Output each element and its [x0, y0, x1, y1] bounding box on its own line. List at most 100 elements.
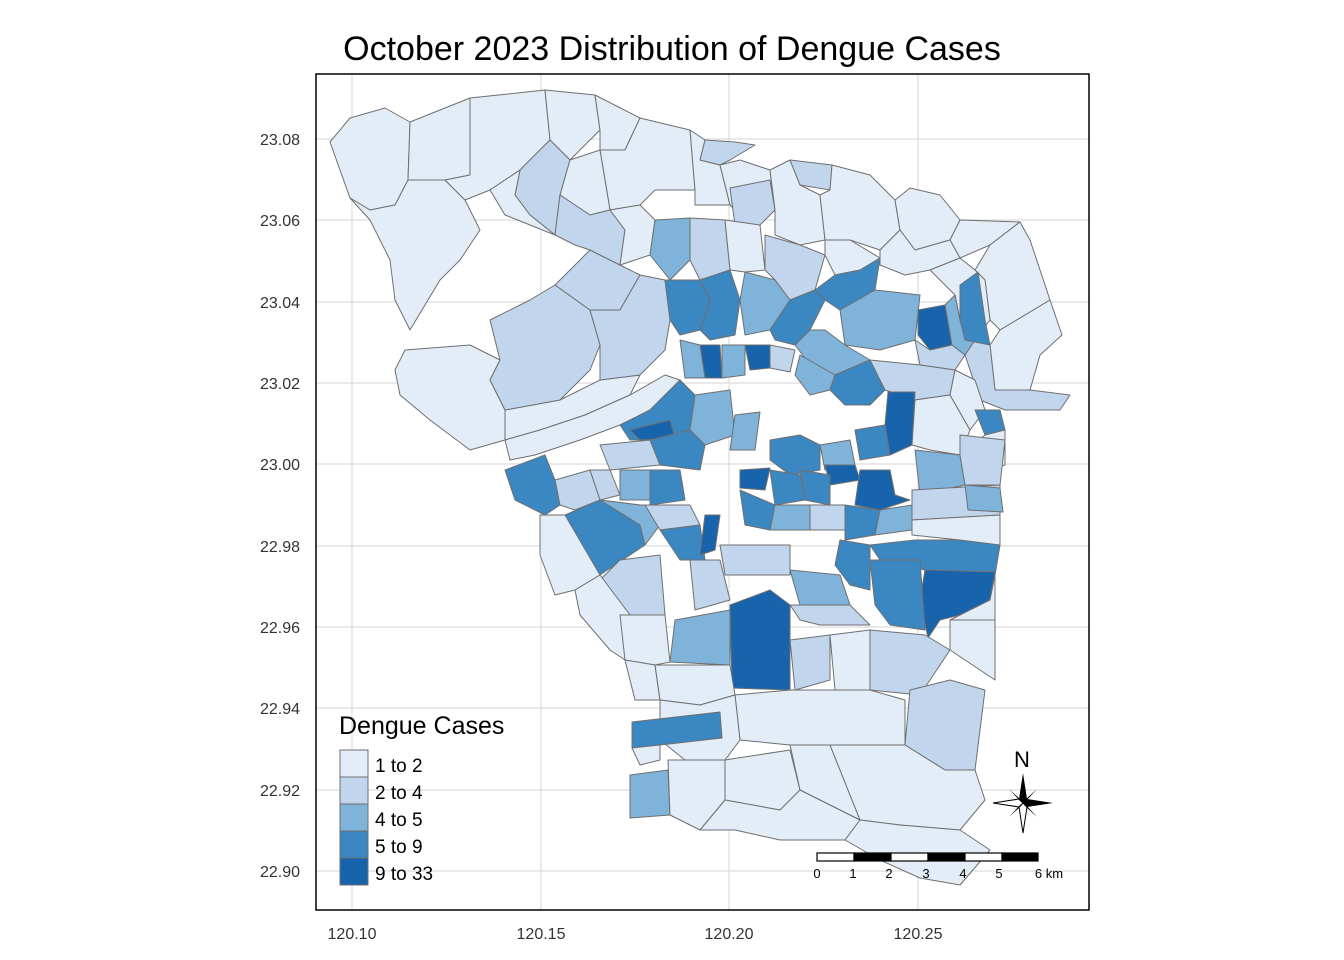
district: [874, 504, 913, 536]
district: [829, 629, 871, 691]
district: [631, 744, 661, 766]
legend-label: 9 to 33: [375, 864, 433, 885]
y-tick-label: 22.90: [260, 864, 300, 881]
district: [884, 391, 916, 456]
legend-swatch: [339, 776, 369, 805]
scale-label: 2: [885, 866, 892, 881]
y-tick-label: 22.98: [260, 539, 300, 556]
x-tick-label: 120.10: [328, 926, 377, 943]
y-tick-label: 22.96: [260, 620, 300, 637]
y-axis: 23.08 23.06 23.04 23.02 23.00 22.98 22.9…: [260, 132, 300, 881]
district: [349, 179, 481, 331]
legend-swatch: [339, 830, 369, 859]
y-tick-label: 22.92: [260, 783, 300, 800]
district: [649, 429, 706, 471]
district: [679, 339, 706, 379]
y-tick-label: 22.94: [260, 701, 300, 718]
district: [729, 179, 776, 226]
x-axis: 120.10 120.15 120.20 120.25: [328, 926, 943, 943]
legend-swatch: [339, 857, 369, 886]
scale-segment: [853, 852, 892, 862]
map-title: October 2023 Distribution of Dengue Case…: [343, 30, 1001, 68]
scale-segment: [1001, 852, 1039, 862]
y-tick-label: 23.06: [260, 213, 300, 230]
y-tick-label: 23.08: [260, 132, 300, 149]
district: [394, 344, 506, 451]
district: [959, 271, 991, 346]
scale-segment: [964, 852, 1003, 862]
district: [854, 469, 911, 511]
district: [619, 469, 651, 501]
district: [949, 574, 996, 621]
district: [744, 344, 771, 371]
district: [649, 217, 691, 281]
district: [544, 89, 601, 161]
north-label: N: [1014, 747, 1030, 772]
scale-label: 0: [813, 866, 820, 881]
scale-label: 1: [849, 866, 856, 881]
scale-label: 6 km: [1035, 866, 1063, 881]
panel-border: [315, 73, 1090, 911]
y-tick-label: 23.00: [260, 457, 300, 474]
y-tick-label: 23.04: [260, 295, 300, 312]
scale-label: 4: [959, 866, 966, 881]
compass-rose-icon: [992, 773, 1053, 834]
district: [834, 539, 871, 591]
legend-title: Dengue Cases: [339, 712, 504, 740]
district: [407, 97, 471, 181]
x-tick-label: 120.20: [705, 926, 754, 943]
district: [724, 219, 766, 273]
district: [729, 589, 791, 691]
district: [789, 569, 851, 606]
scale-segment: [816, 852, 855, 862]
legend-label: 1 to 2: [375, 756, 423, 777]
district: [769, 434, 821, 476]
district: [949, 619, 996, 681]
district: [629, 769, 671, 819]
district: [739, 489, 776, 531]
district: [699, 139, 756, 166]
district: [964, 484, 1004, 513]
district: [769, 344, 796, 373]
district: [799, 469, 831, 506]
district: [854, 424, 891, 461]
district: [699, 514, 721, 556]
district: [869, 559, 926, 631]
district: [659, 524, 706, 561]
district: [829, 744, 986, 831]
district: [329, 107, 411, 211]
district: [809, 504, 846, 531]
district: [789, 634, 831, 691]
district: [769, 504, 811, 531]
scale-segment: [927, 852, 966, 862]
district: [789, 604, 871, 626]
district: [489, 284, 601, 411]
x-tick-label: 120.25: [894, 926, 943, 943]
district: [869, 629, 951, 696]
north-arrow: N: [992, 747, 1053, 834]
district: [589, 274, 671, 381]
district: [734, 689, 906, 751]
district: [631, 711, 723, 749]
district: [599, 439, 661, 471]
district: [911, 514, 1001, 546]
district-polygons: [329, 89, 1071, 886]
district: [649, 469, 686, 506]
district: [964, 339, 1071, 411]
district: [619, 614, 671, 666]
district: [839, 289, 921, 351]
district: [794, 354, 836, 396]
legend-swatch: [339, 749, 369, 778]
district: [949, 219, 1021, 259]
district: [739, 467, 771, 491]
district: [489, 169, 556, 236]
scale-segment: [890, 852, 929, 862]
district: [669, 609, 731, 666]
district: [949, 369, 986, 431]
district: [689, 217, 731, 281]
district: [689, 389, 736, 446]
district: [769, 469, 806, 506]
legend-label: 4 to 5: [375, 810, 423, 831]
scale-label: 3: [922, 866, 929, 881]
